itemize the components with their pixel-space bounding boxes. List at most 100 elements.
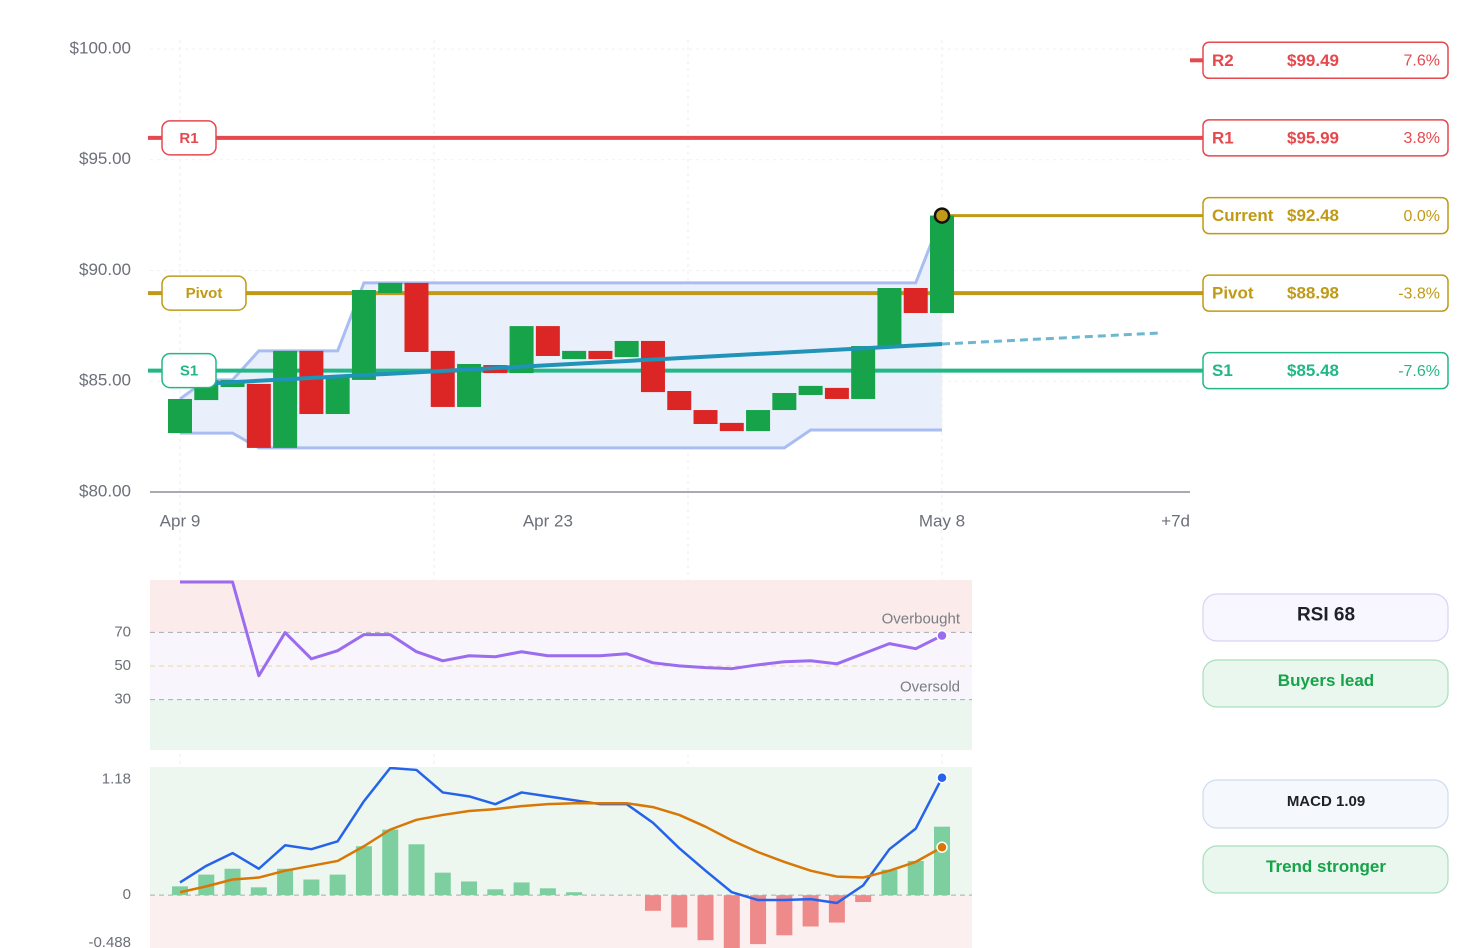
macd-histogram-bar (750, 895, 767, 945)
candle (562, 350, 587, 360)
candle (719, 422, 744, 432)
level-box (1202, 351, 1449, 390)
side-card (1202, 659, 1449, 708)
candle (351, 289, 376, 380)
trend-projection (941, 331, 1161, 346)
macd-plot (172, 767, 950, 948)
candle (430, 350, 455, 407)
candle (667, 390, 692, 411)
level-tag (161, 275, 247, 311)
side-card (1202, 593, 1449, 642)
macd-histogram-bar (566, 892, 583, 896)
macd-tick-label: -0.488 (88, 934, 131, 948)
side-card-label: RSI 68 (1297, 605, 1355, 626)
candle (930, 215, 954, 314)
candle (798, 385, 823, 395)
candle (246, 383, 271, 448)
macd-histogram-bar (855, 895, 872, 903)
trend-line (179, 342, 943, 388)
y-tick-label: $80.00 (79, 481, 131, 500)
level-price: $85.48 (1287, 361, 1339, 380)
side-card (1202, 845, 1449, 894)
macd-histogram-bar (303, 879, 320, 896)
macd-histogram-bar (539, 888, 556, 896)
candle (746, 410, 771, 432)
level-change: -7.6% (1398, 363, 1440, 380)
candle (640, 340, 665, 393)
y-tick-label: $90.00 (79, 260, 131, 279)
y-tick-label: $95.00 (79, 149, 131, 168)
candle (851, 346, 876, 399)
level-tag-label: R1 (179, 130, 198, 147)
macd-histogram-bar (802, 895, 819, 927)
level-name: Pivot (1212, 284, 1254, 303)
candle (404, 282, 429, 353)
macd-histogram-bar (224, 868, 241, 896)
x-end-label: +7d (1161, 511, 1190, 530)
macd-histogram-bar (487, 889, 504, 896)
side-card (1202, 779, 1449, 829)
band-lower (180, 428, 942, 450)
macd-histogram-bar (671, 895, 688, 928)
level-price: $88.98 (1287, 284, 1339, 303)
macd-histogram-bar (434, 872, 451, 896)
macd-last-marker (936, 841, 948, 853)
side-card-label: Buyers lead (1278, 671, 1374, 690)
level-name: Current (1212, 206, 1274, 225)
candle (273, 350, 298, 448)
x-tick-label: Apr 23 (523, 511, 573, 530)
level-box (1202, 274, 1449, 312)
macd-line (179, 767, 944, 905)
macd-histogram-bar (408, 844, 425, 896)
macd-histogram-bar (934, 826, 950, 896)
candle (168, 398, 192, 434)
candle (824, 387, 849, 399)
level-tag-label: S1 (180, 363, 198, 380)
macd-signal (179, 801, 943, 894)
level-box (1202, 196, 1449, 235)
macd-histogram-bar (355, 846, 372, 896)
x-tick-label: Apr 9 (160, 511, 201, 530)
side-card-label: Trend stronger (1266, 857, 1386, 876)
macd-histogram-bar (461, 881, 478, 896)
level-name: R1 (1212, 128, 1234, 147)
rsi-tick-label: 30 (114, 691, 131, 708)
y-tick-label: $100.00 (70, 38, 131, 57)
macd-tick-label: 0 (123, 886, 131, 903)
level-box (1202, 41, 1449, 80)
macd-histogram-bar (644, 895, 661, 911)
level-tag (161, 120, 217, 156)
macd-negative-zone (150, 895, 972, 948)
macd-histogram-bar (172, 886, 188, 896)
candle (772, 392, 797, 411)
candle (877, 287, 902, 347)
side-card-label: MACD 1.09 (1287, 793, 1365, 810)
rsi-neutral-zone (150, 632, 972, 700)
rsi-tick-label: 70 (114, 623, 131, 640)
candle (299, 350, 324, 415)
x-tick-label: May 8 (919, 511, 965, 530)
macd-histogram-bar (250, 887, 267, 896)
macd-histogram-bar (513, 882, 530, 896)
y-tick-label: $85.00 (79, 371, 131, 390)
rsi-line (180, 580, 943, 678)
level-tag-label: Pivot (186, 285, 223, 302)
macd-histogram-bar (382, 829, 399, 896)
rsi-tick-label: 50 (114, 657, 131, 674)
candle (325, 375, 350, 415)
level-change: -3.8% (1398, 285, 1440, 302)
level-name: R2 (1212, 51, 1234, 70)
level-tag (161, 352, 217, 389)
macd-last-marker (936, 772, 948, 784)
level-price: $92.48 (1287, 206, 1339, 225)
level-change: 7.6% (1404, 53, 1440, 70)
candle (509, 326, 534, 374)
macd-histogram-bar (881, 869, 898, 896)
rsi-plot (180, 580, 943, 678)
candle (588, 350, 613, 360)
rsi-last-marker (936, 629, 948, 642)
macd-histogram-bar (329, 874, 346, 896)
band-area (180, 215, 942, 448)
level-name: S1 (1212, 361, 1233, 380)
